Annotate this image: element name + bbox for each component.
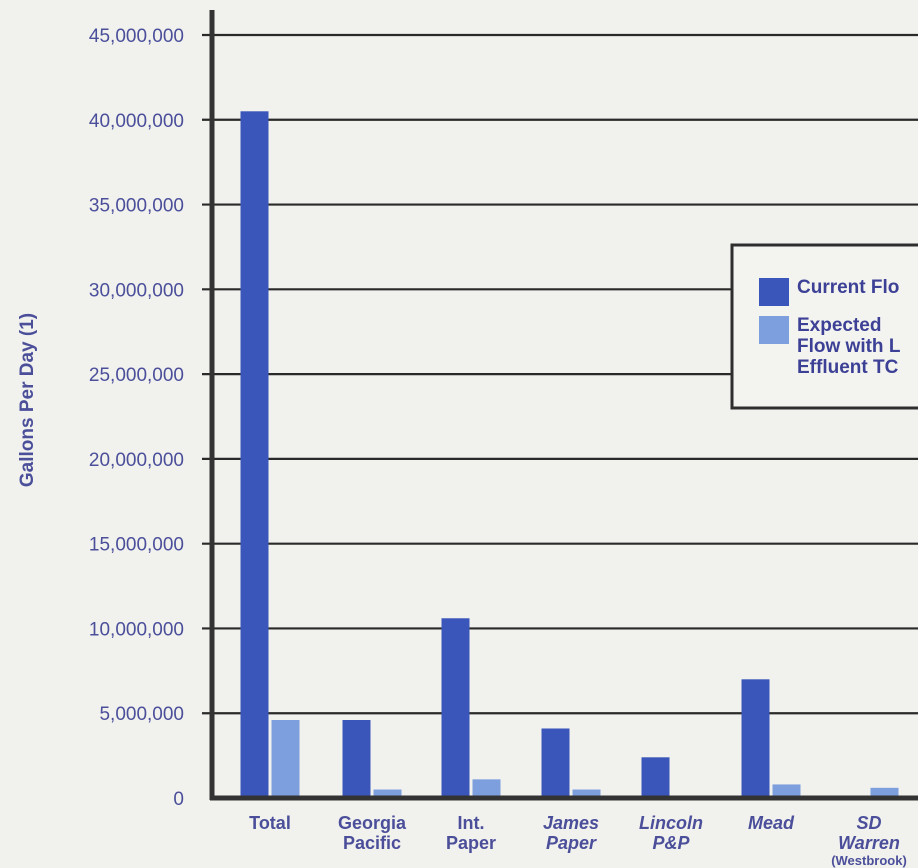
x-tick-label: Mead xyxy=(748,813,795,833)
bar xyxy=(472,779,501,798)
legend-label: Current Flo xyxy=(797,277,899,298)
bar xyxy=(271,720,300,798)
y-tick-label: 15,000,000 xyxy=(89,535,184,556)
bar xyxy=(441,618,470,798)
legend-label: Flow with L xyxy=(797,336,901,357)
x-tick-label: Pacific xyxy=(343,833,401,853)
bar xyxy=(240,111,269,799)
bar xyxy=(741,679,770,798)
y-tick-label: 35,000,000 xyxy=(89,196,184,217)
bar xyxy=(870,787,899,798)
bar xyxy=(641,757,670,798)
bar xyxy=(772,784,801,798)
bar xyxy=(572,789,601,798)
x-tick-label: SD xyxy=(856,813,881,833)
x-tick-label: P&P xyxy=(652,833,690,853)
y-tick-label: 40,000,000 xyxy=(89,111,184,132)
x-tick-label: (Westbrook) xyxy=(831,853,907,868)
legend-label: Expected xyxy=(797,315,881,336)
x-tick-label: James xyxy=(543,813,599,833)
y-tick-label: 25,000,000 xyxy=(89,365,184,386)
x-tick-label: Warren xyxy=(838,833,900,853)
y-tick-label: 45,000,000 xyxy=(89,26,184,47)
legend xyxy=(730,243,918,410)
x-tick-label: Georgia xyxy=(338,813,407,833)
y-tick-label: 0 xyxy=(173,789,184,810)
y-tick-label: 5,000,000 xyxy=(99,704,184,725)
x-tick-label: Lincoln xyxy=(639,813,703,833)
x-tick-label: Total xyxy=(249,813,291,833)
bar xyxy=(541,728,570,798)
legend-label: Effluent TC xyxy=(797,357,899,378)
legend-swatch xyxy=(759,316,789,344)
bar xyxy=(342,720,371,798)
y-tick-label: 10,000,000 xyxy=(89,619,184,640)
x-tick-label: Paper xyxy=(546,833,597,853)
bar xyxy=(373,789,402,798)
y-tick-label: 20,000,000 xyxy=(89,450,184,471)
y-tick-label: 30,000,000 xyxy=(89,280,184,301)
x-tick-label: Paper xyxy=(446,833,496,853)
y-axis-label: Gallons Per Day (1) xyxy=(17,313,38,487)
x-tick-label: Int. xyxy=(458,813,485,833)
legend-swatch xyxy=(759,278,789,306)
